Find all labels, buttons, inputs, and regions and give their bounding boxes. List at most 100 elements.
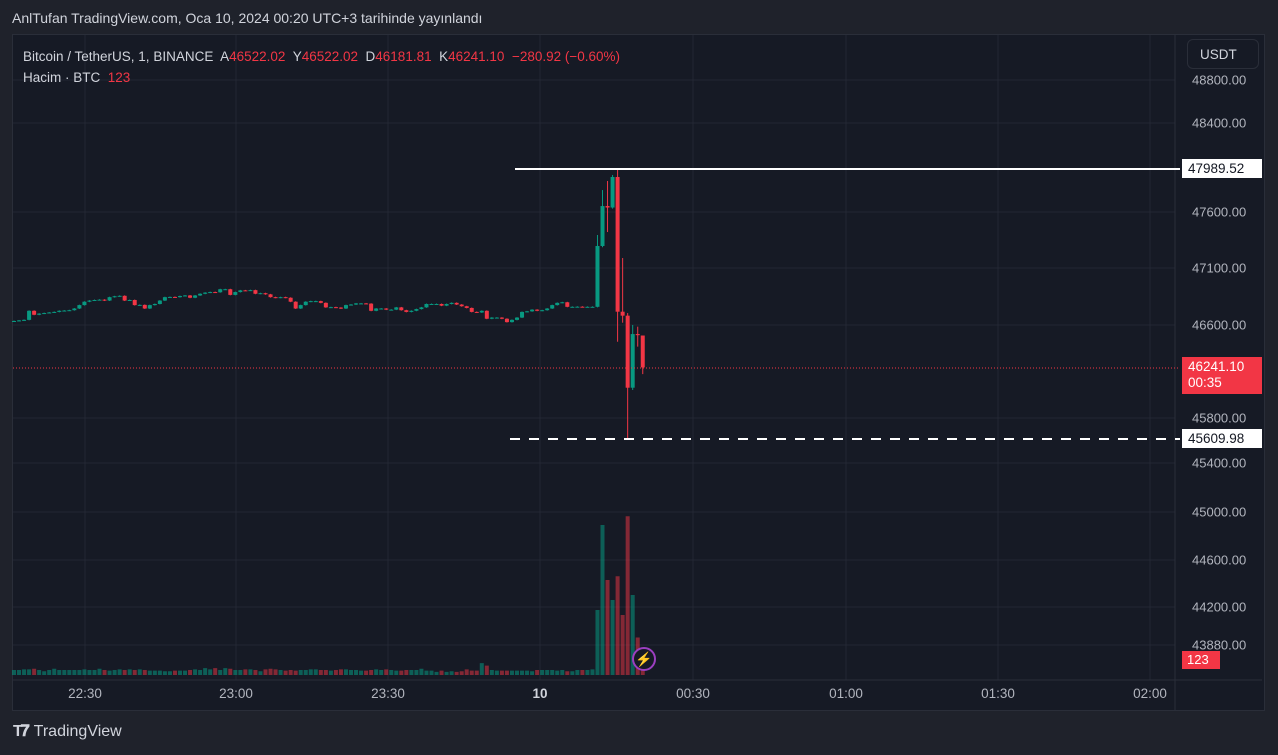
candle-body (248, 290, 253, 292)
candle-body (188, 295, 193, 298)
candle-body (605, 206, 610, 208)
volume-bar (112, 670, 117, 675)
volume-bar (12, 670, 16, 675)
legend-symbol[interactable]: Bitcoin / TetherUS, 1, BINANCE (23, 49, 214, 64)
candle-body (384, 308, 389, 310)
volume-bar (474, 670, 479, 675)
volume-bar (67, 670, 72, 675)
volume-bar (434, 671, 439, 675)
candle-body (545, 308, 550, 311)
candle-body (338, 307, 343, 309)
high-line-label: 47989.52 (1182, 159, 1262, 178)
candle-body (585, 306, 590, 308)
price-axis-label: 45800.00 (1192, 410, 1247, 426)
candle-body (288, 297, 293, 302)
volume-bar (223, 668, 228, 675)
candle-body (469, 307, 474, 312)
candle-body (414, 309, 419, 311)
candle-body (258, 293, 263, 295)
candle-body (183, 295, 188, 297)
candle-body (449, 302, 454, 304)
volume-bar (172, 670, 177, 675)
volume-bar (605, 580, 610, 675)
candle-body (273, 297, 278, 299)
volume-bar (545, 670, 550, 675)
change-value: −280.92 (−0.60%) (511, 49, 621, 64)
volume-bar (399, 670, 404, 675)
candle-body (429, 303, 434, 305)
candle-body (27, 310, 32, 320)
volume-bar (590, 669, 595, 675)
candle-body (77, 305, 82, 309)
candle-body (580, 306, 585, 308)
candle-body (399, 307, 404, 311)
candle-body (349, 304, 354, 306)
tradingview-logo-icon: T𝟕 (13, 723, 30, 740)
candle-body (293, 301, 298, 309)
candle-body (152, 303, 157, 306)
volume-bar (293, 670, 298, 675)
tradingview-logo[interactable]: T𝟕 TradingView (13, 723, 122, 741)
volume-bar (72, 670, 77, 675)
volume-bar (444, 671, 449, 675)
candle-body (499, 317, 504, 319)
volume-bar (248, 669, 253, 675)
price-axis-label: 43880.00 (1192, 637, 1247, 653)
candle-body (489, 317, 494, 319)
current-price-label: 46241.10 00:35 (1182, 357, 1262, 394)
candle-body (625, 315, 630, 388)
candle-body (494, 317, 499, 319)
volume-bar (464, 669, 469, 675)
volume-bar (414, 670, 419, 675)
volume-bar (218, 670, 223, 675)
volume-label[interactable]: Hacim · BTC (23, 70, 101, 85)
volume-bar (323, 670, 328, 675)
candle-body (57, 310, 62, 312)
price-axis-label: 45000.00 (1192, 504, 1247, 520)
volume-bar (479, 663, 484, 675)
candle-body (193, 295, 198, 298)
legend-volume-row: Hacim · BTC 123 (23, 67, 620, 88)
volume-bar (585, 670, 590, 675)
volume-bar (349, 670, 354, 675)
candle-body (177, 296, 182, 298)
time-axis-label: 00:30 (676, 686, 710, 701)
currency-button[interactable]: USDT (1187, 39, 1259, 69)
volume-bar (343, 669, 348, 675)
published-line: AnlTufan TradingView.com, Oca 10, 2024 0… (12, 10, 483, 26)
volume-bar (359, 670, 364, 675)
volume-bar (540, 670, 545, 675)
candle-body (218, 289, 223, 293)
candle-body (253, 290, 258, 294)
volume-bar (530, 671, 535, 675)
volume-bar (288, 670, 293, 675)
volume-bar (313, 669, 318, 675)
volume-bar (333, 670, 338, 675)
chart-pane[interactable] (12, 34, 1265, 711)
close-value: 46241.10 (448, 49, 505, 64)
volume-bar (102, 670, 107, 675)
volume-bar (575, 670, 580, 675)
volume-bar (308, 669, 313, 675)
candle-body (213, 292, 218, 294)
time-axis-label: 01:30 (981, 686, 1015, 701)
open-value: 46522.02 (229, 49, 286, 64)
legend: Bitcoin / TetherUS, 1, BINANCE A46522.02… (23, 46, 620, 88)
volume-bar (565, 671, 570, 675)
candle-body (22, 319, 27, 321)
volume-bar (87, 670, 92, 675)
volume-bar (47, 670, 52, 675)
candle-body (555, 302, 560, 306)
lightning-bolt-icon[interactable]: ⚡ (632, 647, 656, 671)
price-axis-label: 46600.00 (1192, 317, 1247, 333)
volume-bar (258, 671, 263, 675)
volume-bar (484, 665, 489, 675)
volume-bar (384, 669, 389, 675)
volume-bar (238, 670, 243, 675)
volume-bar (132, 670, 137, 675)
volume-bar (499, 670, 504, 675)
price-axis-label: 44600.00 (1192, 552, 1247, 568)
candle-body (464, 306, 469, 308)
low-line-label: 45609.98 (1182, 429, 1262, 448)
